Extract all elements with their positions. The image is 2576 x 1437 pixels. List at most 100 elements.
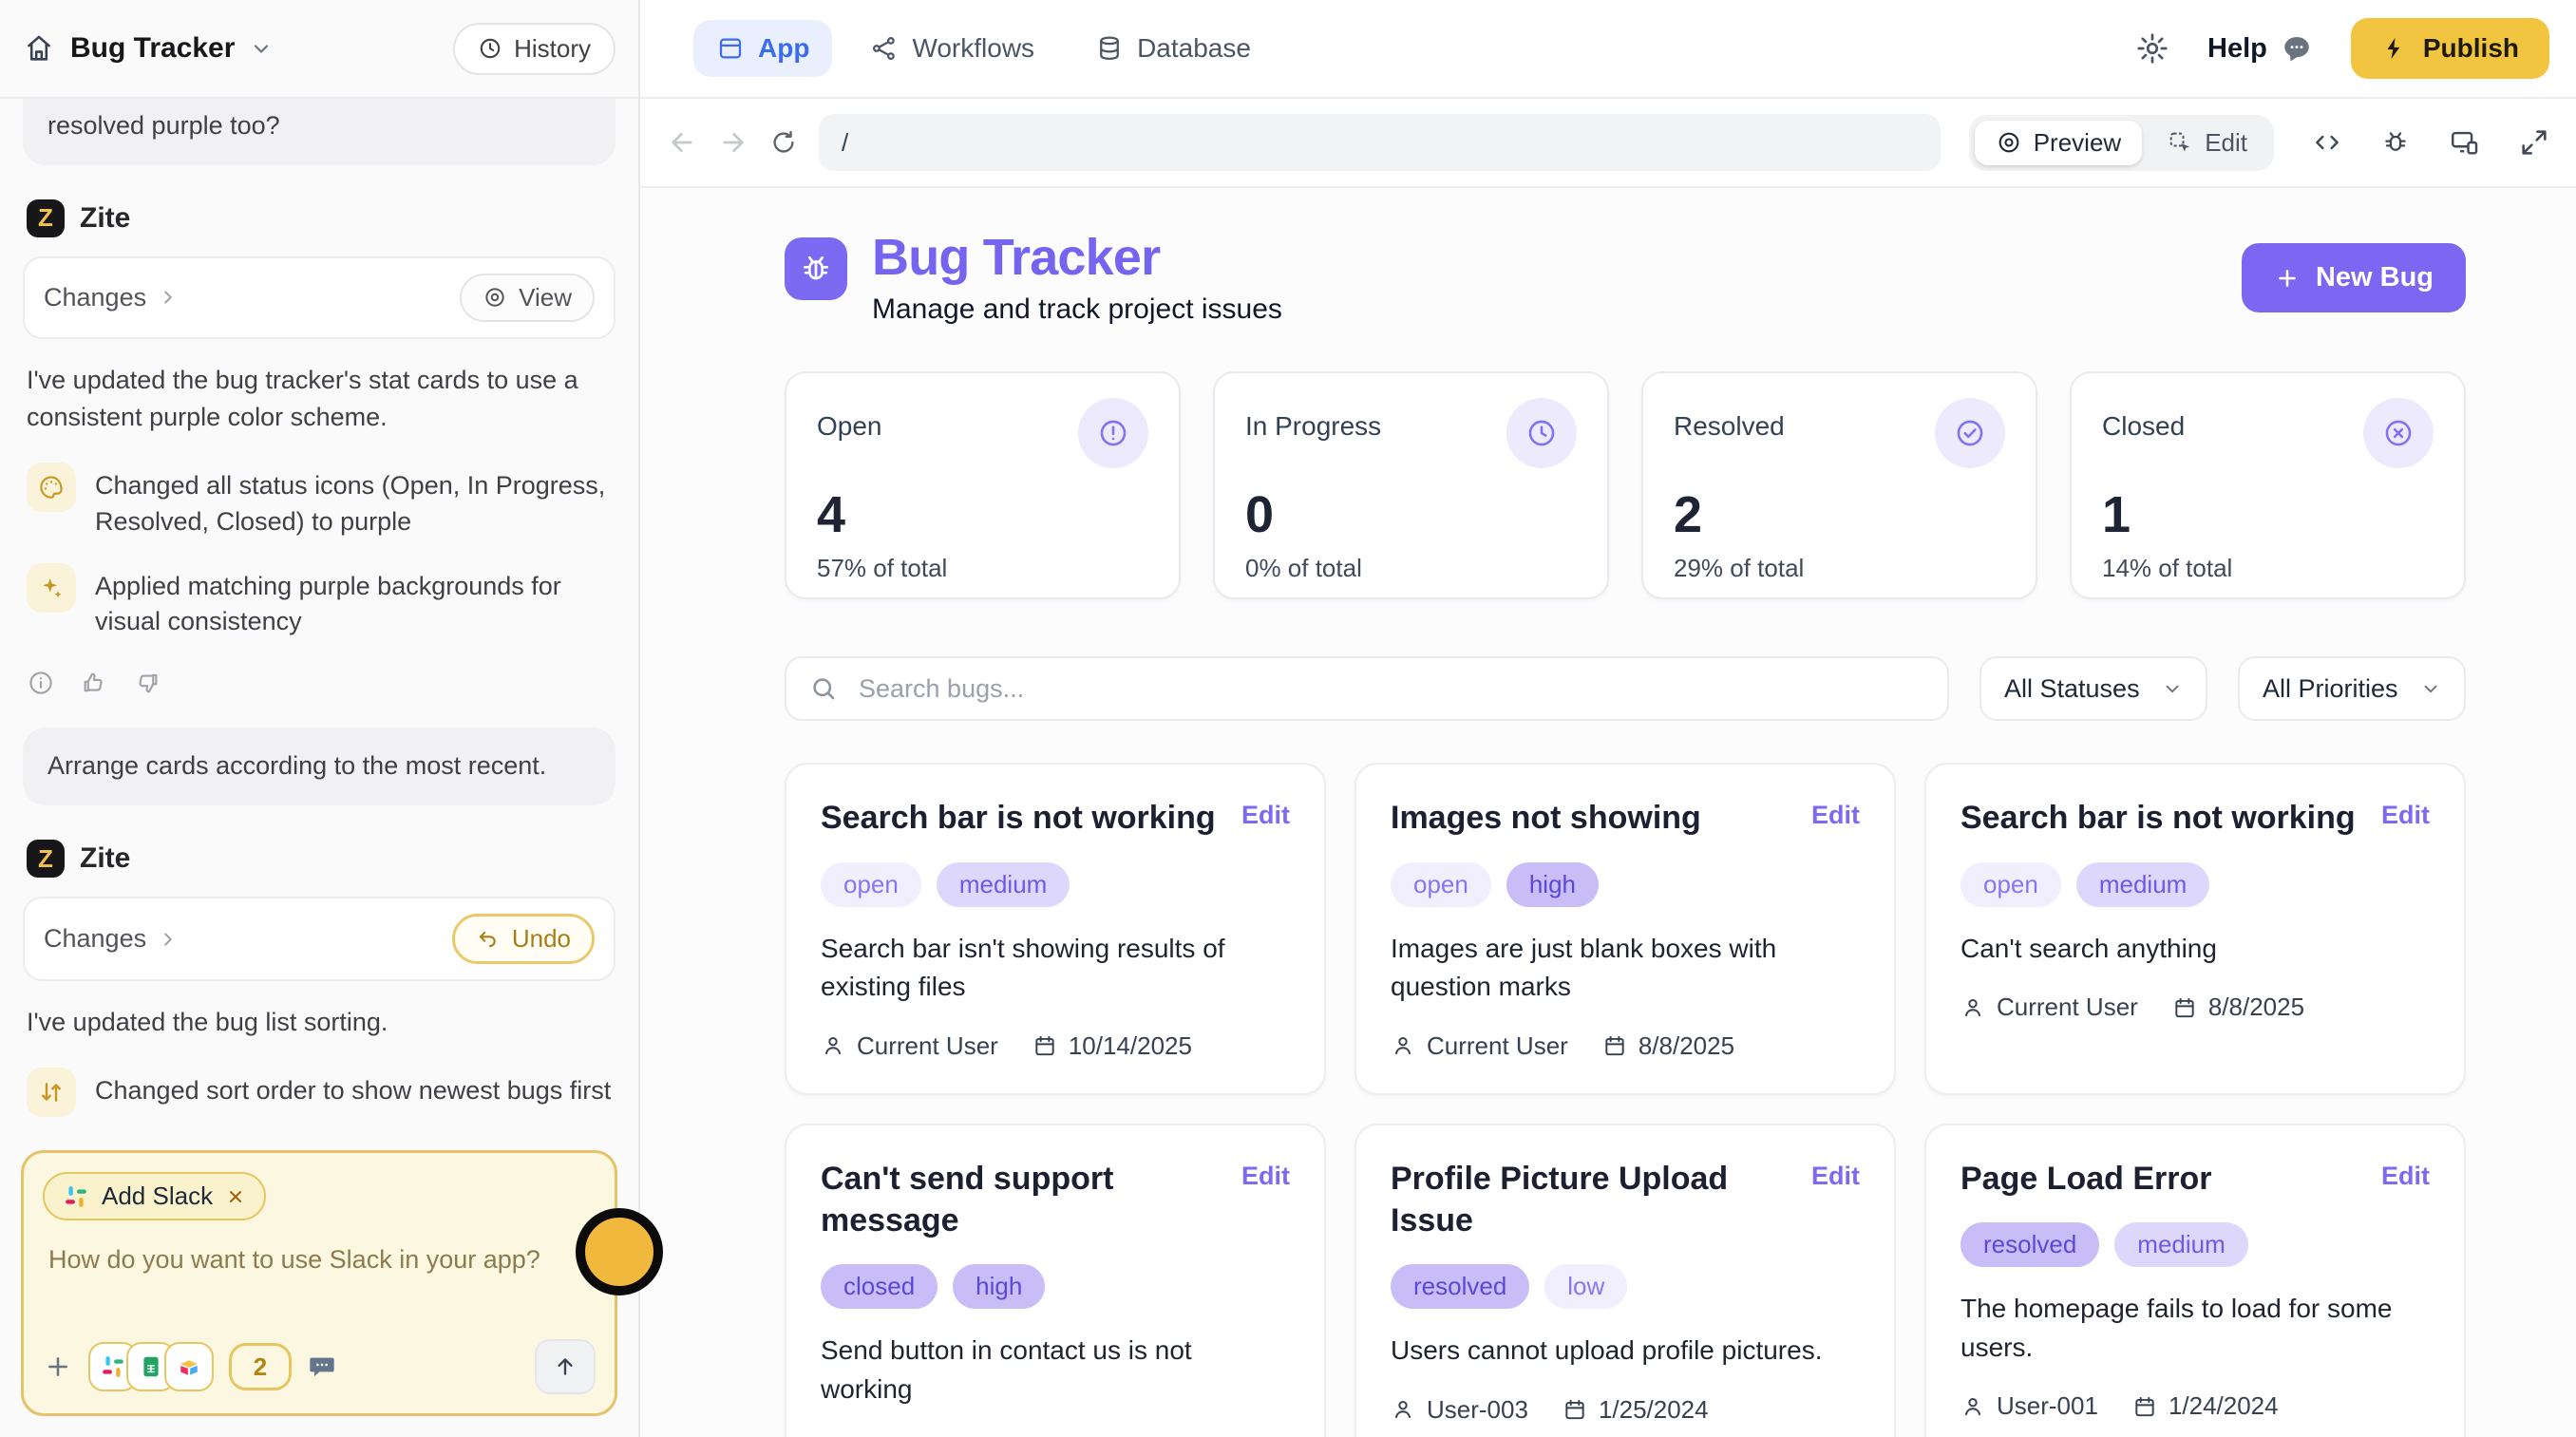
edit-link[interactable]: Edit <box>1241 1161 1290 1190</box>
stat-card-closed: Closed 1 14% of total <box>2070 371 2466 600</box>
database-icon <box>1095 34 1124 63</box>
change-item: Changed sort order to show newest bugs f… <box>27 1068 612 1118</box>
forward-icon[interactable] <box>718 127 748 158</box>
bug-card: Search bar is not working Edit open medi… <box>785 763 1326 1095</box>
bug-debug-icon[interactable] <box>2380 127 2411 158</box>
composer-toolbar: 2 <box>43 1339 596 1394</box>
edit-link[interactable]: Edit <box>2381 1161 2430 1190</box>
edit-toggle[interactable]: Edit <box>2146 121 2268 165</box>
chat-bubble-icon[interactable] <box>307 1352 337 1382</box>
thumbs-up-icon[interactable] <box>80 669 108 697</box>
project-switcher[interactable]: Bug Tracker <box>70 32 273 65</box>
changes-expander[interactable]: Changes <box>44 924 179 954</box>
publish-label: Publish <box>2422 33 2519 63</box>
bug-description: The homepage fails to load for some user… <box>1960 1293 2393 1362</box>
view-tabs: App Workflows Database <box>693 20 1274 77</box>
bug-date: 8/8/2025 <box>1638 1030 1735 1060</box>
priority-filter-select[interactable]: All Priorities <box>2238 656 2466 722</box>
plus-icon[interactable] <box>43 1352 73 1382</box>
tab-database[interactable]: Database <box>1072 20 1274 77</box>
changes-card: Changes View <box>23 255 616 339</box>
stat-card-in-progress: In Progress 0 0% of total <box>1213 371 1609 600</box>
add-slack-chip[interactable]: Add Slack <box>43 1172 267 1220</box>
change-item: Changed all status icons (Open, In Progr… <box>27 463 612 540</box>
fullscreen-icon[interactable] <box>2519 127 2549 158</box>
integration-count-badge[interactable]: 2 <box>229 1343 292 1390</box>
window-icon <box>716 34 745 63</box>
view-changes-button[interactable]: View <box>460 273 595 322</box>
preview-label: Preview <box>2033 127 2122 157</box>
person-icon <box>1960 995 1985 1020</box>
tab-app[interactable]: App <box>693 20 833 77</box>
priority-badge: high <box>953 1264 1046 1310</box>
bug-card: Profile Picture Upload Issue Edit resolv… <box>1354 1123 1896 1437</box>
status-filter-select[interactable]: All Statuses <box>1979 656 2207 722</box>
filter-row: All Statuses All Priorities <box>785 656 2466 722</box>
send-button[interactable] <box>535 1339 596 1394</box>
devices-icon[interactable] <box>2449 126 2481 159</box>
preview-toolbar: / Preview Edit <box>640 99 2576 188</box>
edit-link[interactable]: Edit <box>2381 801 2430 830</box>
user-message: Arrange cards according to the most rece… <box>23 728 616 806</box>
edit-link[interactable]: Edit <box>1811 801 1860 830</box>
workflow-icon <box>870 34 899 63</box>
status-filter-value: All Statuses <box>2004 673 2140 703</box>
bug-title: Search bar is not working <box>821 800 1216 837</box>
alert-circle-icon <box>1078 398 1148 469</box>
composer-placeholder[interactable]: How do you want to use Slack in your app… <box>48 1245 540 1274</box>
tab-workflows[interactable]: Workflows <box>847 20 1057 77</box>
stat-card-open: Open 4 57% of total <box>785 371 1181 600</box>
bug-card: Search bar is not working Edit open medi… <box>1924 763 2466 1095</box>
page-title: Bug Tracker <box>872 229 1161 286</box>
bug-card: Page Load Error Edit resolved medium The… <box>1924 1123 2466 1437</box>
clock-icon <box>478 36 502 61</box>
thumbs-down-icon[interactable] <box>133 669 161 697</box>
history-button[interactable]: History <box>453 22 616 75</box>
info-icon[interactable] <box>27 669 55 697</box>
chevron-right-icon <box>158 287 179 308</box>
bug-date: 8/8/2025 <box>2207 993 2305 1022</box>
stat-value: 0 <box>1245 486 1275 544</box>
edit-link[interactable]: Edit <box>1241 801 1290 830</box>
chat-messages[interactable]: resolved purple too? Z Zite Changes <box>0 99 638 1139</box>
url-bar[interactable]: / <box>819 114 1941 171</box>
calendar-icon <box>1602 1033 1627 1058</box>
eye-icon <box>1996 129 2022 156</box>
chat-composer[interactable]: Add Slack How do you want to use Slack i… <box>21 1150 617 1416</box>
project-title: Bug Tracker <box>70 32 236 64</box>
bug-description: Send button in contact us is not working <box>821 1335 1192 1404</box>
search-field[interactable] <box>785 656 1949 722</box>
publish-button[interactable]: Publish <box>2350 18 2549 79</box>
stat-label: Open <box>817 411 882 442</box>
bug-reporter: User-001 <box>1997 1391 2098 1421</box>
refresh-icon[interactable] <box>769 128 798 157</box>
bug-reporter: User-003 <box>1427 1394 1528 1424</box>
back-icon[interactable] <box>667 127 697 158</box>
agent-message: I've updated the bug tracker's stat card… <box>27 365 578 431</box>
chevron-right-icon <box>158 929 179 950</box>
preview-toggle[interactable]: Preview <box>1974 120 2143 165</box>
close-icon[interactable] <box>226 1187 245 1206</box>
changes-expander[interactable]: Changes <box>44 283 179 312</box>
person-icon <box>1960 1394 1985 1419</box>
status-badge: resolved <box>1391 1264 1530 1310</box>
search-input[interactable] <box>855 671 1924 706</box>
page-subtitle: Manage and track project issues <box>872 293 1282 326</box>
changes-card: Changes Undo <box>23 897 616 982</box>
help-button[interactable]: Help <box>2207 32 2313 65</box>
airtable-icon[interactable] <box>164 1342 214 1391</box>
stat-percent: 29% of total <box>1674 554 1805 583</box>
calendar-icon <box>1563 1397 1587 1422</box>
tab-label: Workflows <box>912 33 1035 63</box>
check-circle-icon <box>1935 398 2005 469</box>
bug-description: Users cannot upload profile pictures. <box>1391 1335 1823 1366</box>
home-icon[interactable] <box>23 32 55 65</box>
bug-title: Profile Picture Upload Issue <box>1391 1160 1729 1238</box>
stat-label: Resolved <box>1674 411 1785 442</box>
new-bug-button[interactable]: New Bug <box>2241 243 2466 312</box>
changes-label: Changes <box>44 924 147 954</box>
edit-link[interactable]: Edit <box>1811 1161 1860 1190</box>
undo-changes-button[interactable]: Undo <box>451 914 595 965</box>
gear-icon[interactable] <box>2135 31 2169 66</box>
code-icon[interactable] <box>2312 127 2342 158</box>
